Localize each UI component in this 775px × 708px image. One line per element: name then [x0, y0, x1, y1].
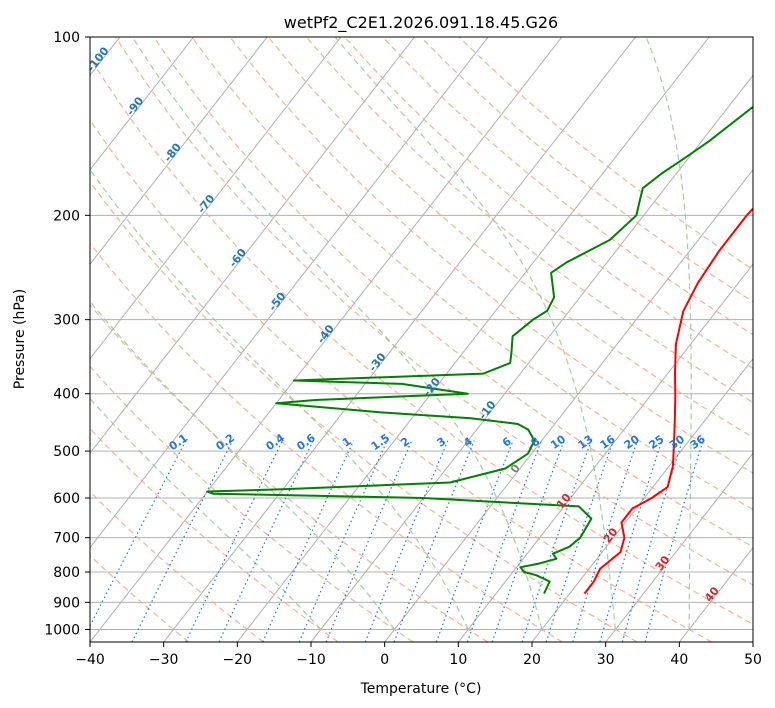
isotherm-line	[90, 37, 194, 171]
y-tick-label: 500	[53, 444, 80, 460]
mixing-ratio-line	[545, 440, 614, 642]
x-tick-label: 10	[449, 652, 467, 668]
mixing-ratio-line	[131, 440, 234, 642]
mixing-ratio-line	[435, 440, 514, 642]
isotherm-line	[90, 37, 342, 360]
dry-adiabat	[229, 37, 753, 474]
isotherm-line	[384, 169, 753, 642]
mixing-ratio-line	[90, 440, 187, 628]
x-tick-label: 20	[523, 652, 541, 668]
moist-adiabat	[645, 37, 692, 630]
isotherm-line	[163, 37, 636, 642]
series-layer	[206, 105, 753, 595]
dry-adiabat	[267, 37, 753, 439]
mixing-ratio-line	[466, 440, 543, 642]
y-tick-label: 700	[53, 531, 80, 547]
x-tick-label: −10	[296, 652, 326, 668]
x-tick-label: −30	[149, 652, 179, 668]
y-tick-label: 300	[53, 313, 80, 329]
isotherm-line	[605, 452, 753, 642]
dewpoint-profile	[206, 105, 753, 595]
isotherm-line	[531, 357, 753, 642]
y-tick-label: 600	[53, 491, 80, 507]
y-tick-label: 100	[53, 30, 80, 46]
isotherm-line	[90, 37, 268, 265]
y-tick-label: 800	[53, 565, 80, 581]
x-tick-label: 50	[744, 652, 762, 668]
x-tick-label: 40	[670, 652, 688, 668]
dry-adiabat	[90, 119, 712, 642]
plot-frame	[89, 36, 754, 643]
y-tick-label: 1000	[44, 622, 80, 638]
isotherm-line	[90, 37, 489, 549]
x-tick-label: −40	[75, 652, 105, 668]
dry-adiabat	[153, 37, 753, 548]
grid-layer	[90, 37, 753, 642]
mixing-ratio-line	[491, 440, 565, 642]
dry-adiabat	[90, 303, 488, 642]
isotherm-line	[310, 74, 753, 642]
mixing-ratio-line	[393, 440, 475, 642]
y-axis-label: Pressure (hPa)	[12, 289, 28, 389]
isotherm-line	[457, 263, 753, 642]
mixing-ratio-line	[572, 440, 638, 642]
moist-adiabat	[90, 168, 469, 630]
x-axis-label: Temperature (°C)	[360, 681, 482, 697]
isotherm-line	[90, 37, 415, 454]
dry-adiabat	[382, 37, 753, 336]
temperature-profile	[583, 207, 753, 595]
dry-adiabat	[90, 365, 414, 642]
dry-adiabat	[90, 554, 190, 642]
isotherm-line	[90, 37, 563, 642]
moist-adiabat	[334, 37, 617, 630]
dry-adiabat	[90, 180, 638, 642]
moist-adiabat	[90, 300, 395, 630]
dry-adiabat	[90, 56, 753, 625]
x-tick-label: −20	[223, 652, 253, 668]
y-tick-label: 400	[53, 387, 80, 403]
isotherm-line	[236, 37, 710, 642]
x-tick-label: 0	[380, 652, 389, 668]
dry-adiabat	[191, 37, 753, 511]
dry-adiabat	[115, 37, 753, 586]
y-tick-label: 200	[53, 208, 80, 224]
dry-adiabat	[420, 37, 753, 303]
mixing-ratio-line	[185, 440, 283, 642]
moist-adiabat	[131, 37, 543, 630]
y-tick-label: 900	[53, 595, 80, 611]
tick-layer: −40 −30 −20 −10 0 10 20 30 40 50 100 200 300 400 500 60…	[44, 30, 762, 668]
chart-title: wetPf2_C2E1.2026.091.18.45.G26	[284, 13, 558, 33]
mixing-ratio-line	[364, 440, 449, 642]
x-tick-label: 30	[597, 652, 615, 668]
